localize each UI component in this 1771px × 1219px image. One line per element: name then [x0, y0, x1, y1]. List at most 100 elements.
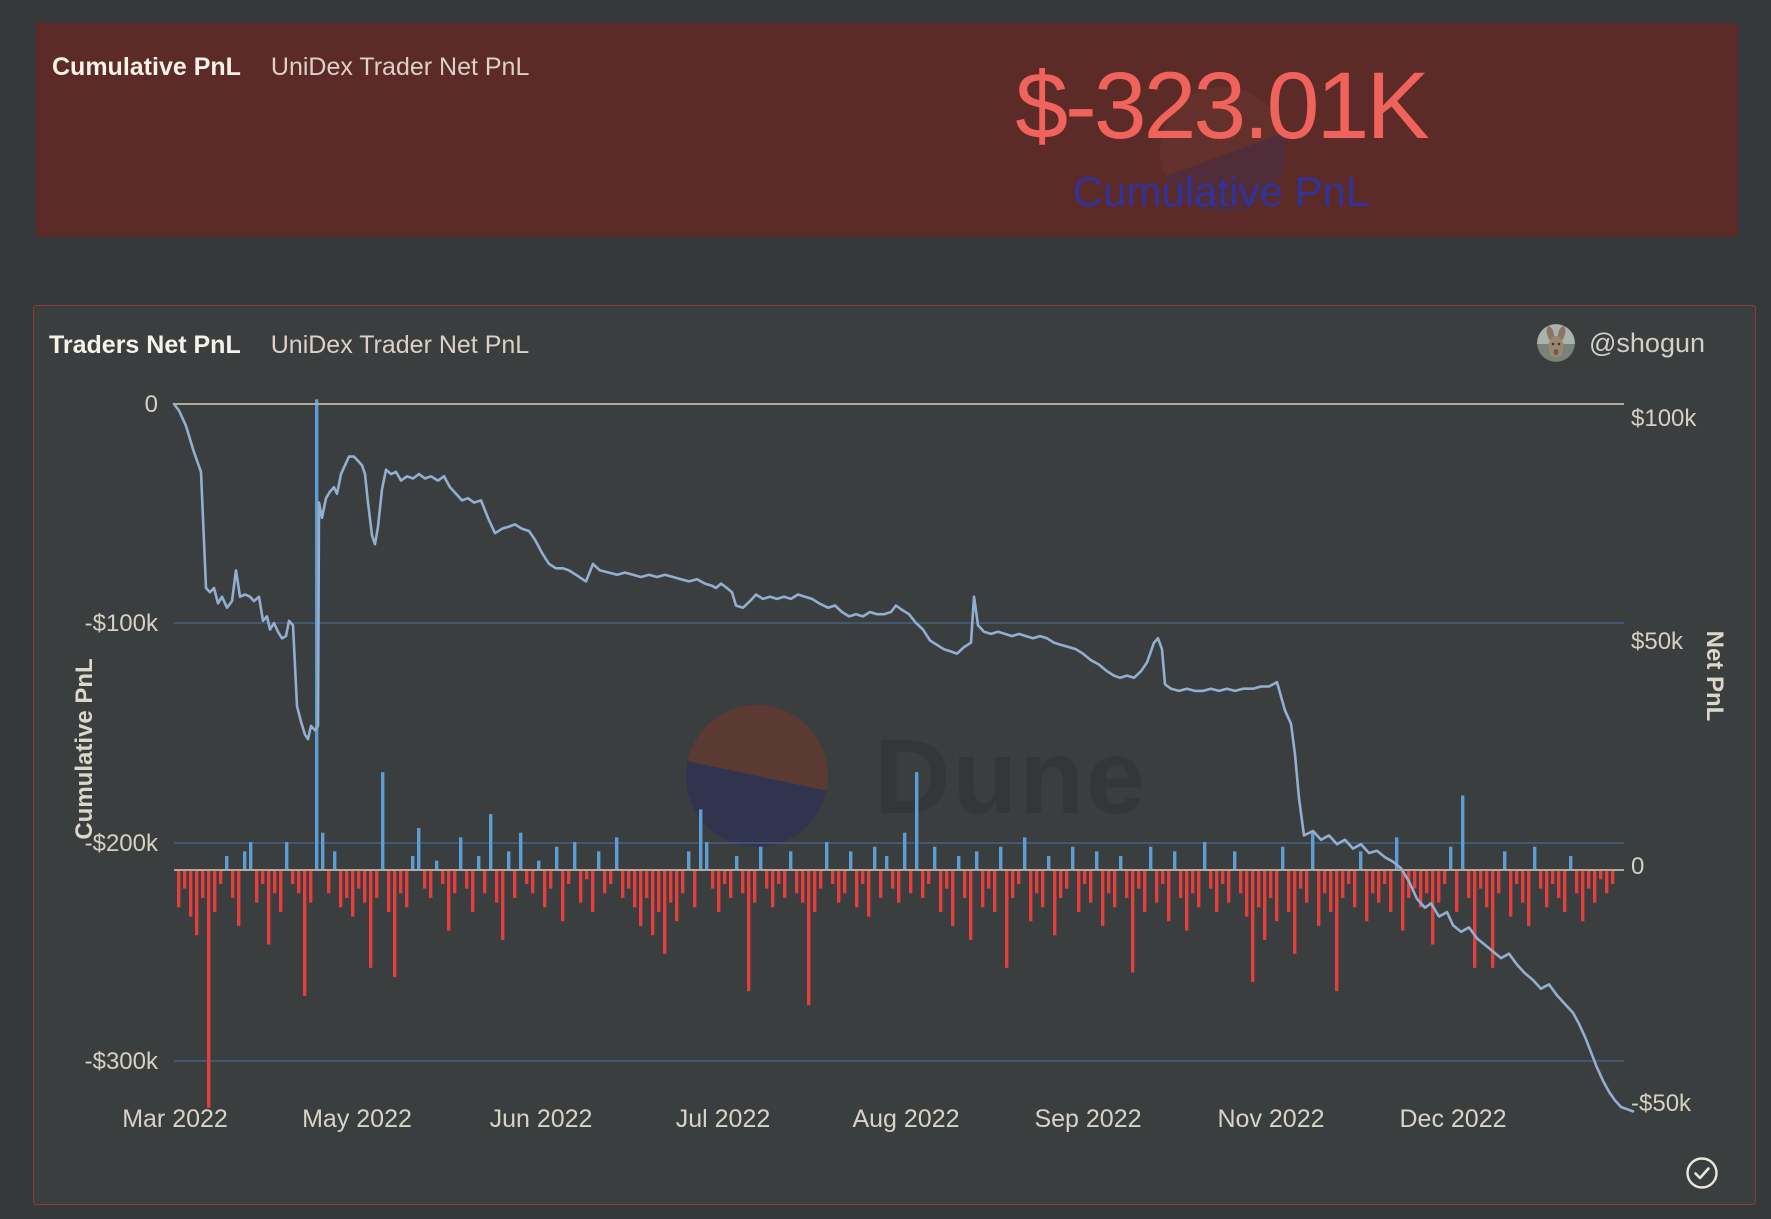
bar [219, 870, 223, 884]
pnl-chart[interactable]: Dune 0 -$100k -$200k -$300k $100k $50k 0 -$50k Ma… [34, 306, 1755, 1204]
bar [1245, 870, 1249, 917]
bar [945, 870, 949, 889]
bar [1557, 870, 1561, 898]
bar [633, 870, 637, 908]
bar [621, 870, 625, 898]
bar [231, 870, 235, 898]
bar [363, 870, 367, 903]
bar [573, 842, 577, 870]
bar [429, 870, 433, 898]
bar [861, 870, 865, 884]
bar [555, 846, 559, 870]
bar [459, 837, 463, 870]
bar [1611, 870, 1615, 884]
bar [801, 870, 805, 903]
bar [537, 860, 541, 870]
bar [957, 856, 961, 870]
bar [1023, 837, 1027, 870]
bar [597, 851, 601, 870]
bar [435, 860, 439, 870]
bar [819, 870, 823, 889]
bar [1029, 870, 1033, 922]
bar [741, 870, 745, 894]
bar [1059, 870, 1063, 898]
bar [789, 851, 793, 870]
left-axis-tick: -$100k [85, 610, 159, 637]
bar [1065, 870, 1069, 889]
bar [495, 870, 499, 903]
bar [453, 870, 457, 894]
bar [1101, 870, 1105, 926]
bar [1395, 837, 1399, 870]
bar [1497, 870, 1501, 894]
bar [999, 846, 1003, 870]
bar [1233, 851, 1237, 870]
bar [477, 856, 481, 870]
bar [1515, 870, 1519, 884]
bar [669, 870, 673, 903]
bar [1269, 870, 1273, 898]
bar [195, 870, 199, 936]
bar [1467, 870, 1471, 898]
bar [1263, 870, 1267, 940]
check-circle-icon[interactable] [1685, 1156, 1719, 1190]
bar [831, 870, 835, 884]
bar [465, 870, 469, 889]
bar [255, 870, 259, 903]
bar [1605, 870, 1609, 894]
bar [1455, 870, 1459, 912]
bar [243, 851, 247, 870]
chart-widget: Traders Net PnL UniDex Trader Net PnL @sh… [33, 305, 1756, 1205]
bar [1089, 870, 1093, 903]
author-handle[interactable]: @shogun [1589, 327, 1705, 358]
x-axis-tick: May 2022 [302, 1105, 412, 1133]
x-axis-tick: Jun 2022 [490, 1105, 593, 1133]
bar [1107, 870, 1111, 894]
bar [483, 870, 487, 894]
bar [447, 870, 451, 931]
bar [675, 870, 679, 922]
bar [507, 851, 511, 870]
bar [339, 870, 343, 908]
bar [1563, 870, 1567, 912]
right-axis-tick: $50k [1631, 628, 1684, 655]
bar [837, 870, 841, 903]
bar [1473, 870, 1477, 968]
left-axis-tick: -$300k [85, 1048, 159, 1075]
bar [303, 870, 307, 996]
author-block[interactable]: @shogun [1537, 324, 1705, 362]
bar [915, 772, 919, 870]
bar [885, 856, 889, 870]
bar [207, 870, 211, 1108]
bar [333, 851, 337, 870]
counter-title: Cumulative PnL [52, 53, 241, 81]
bar [543, 870, 547, 908]
bar [1317, 870, 1321, 926]
bar [1383, 870, 1387, 884]
bar [975, 851, 979, 870]
bar [1287, 870, 1291, 912]
chart-title: Traders Net PnL [49, 331, 241, 359]
bar [879, 870, 883, 898]
x-axis-tick: Dec 2022 [1399, 1105, 1506, 1133]
bar [1443, 870, 1447, 884]
bar [903, 832, 907, 870]
bar [567, 870, 571, 884]
bar [441, 870, 445, 884]
bar [1389, 870, 1393, 912]
bar [513, 870, 517, 898]
bar [315, 399, 319, 870]
bar [1191, 870, 1195, 894]
bar [753, 870, 757, 903]
counter-subtitle: UniDex Trader Net PnL [270, 53, 530, 81]
avatar[interactable] [1537, 324, 1575, 362]
bar [213, 870, 217, 912]
bar [501, 870, 505, 940]
bar [987, 870, 991, 889]
bar [1281, 846, 1285, 870]
bar [1041, 870, 1045, 908]
bar [693, 870, 697, 908]
bar [963, 870, 967, 898]
bar [867, 870, 871, 917]
bar [1407, 870, 1411, 898]
